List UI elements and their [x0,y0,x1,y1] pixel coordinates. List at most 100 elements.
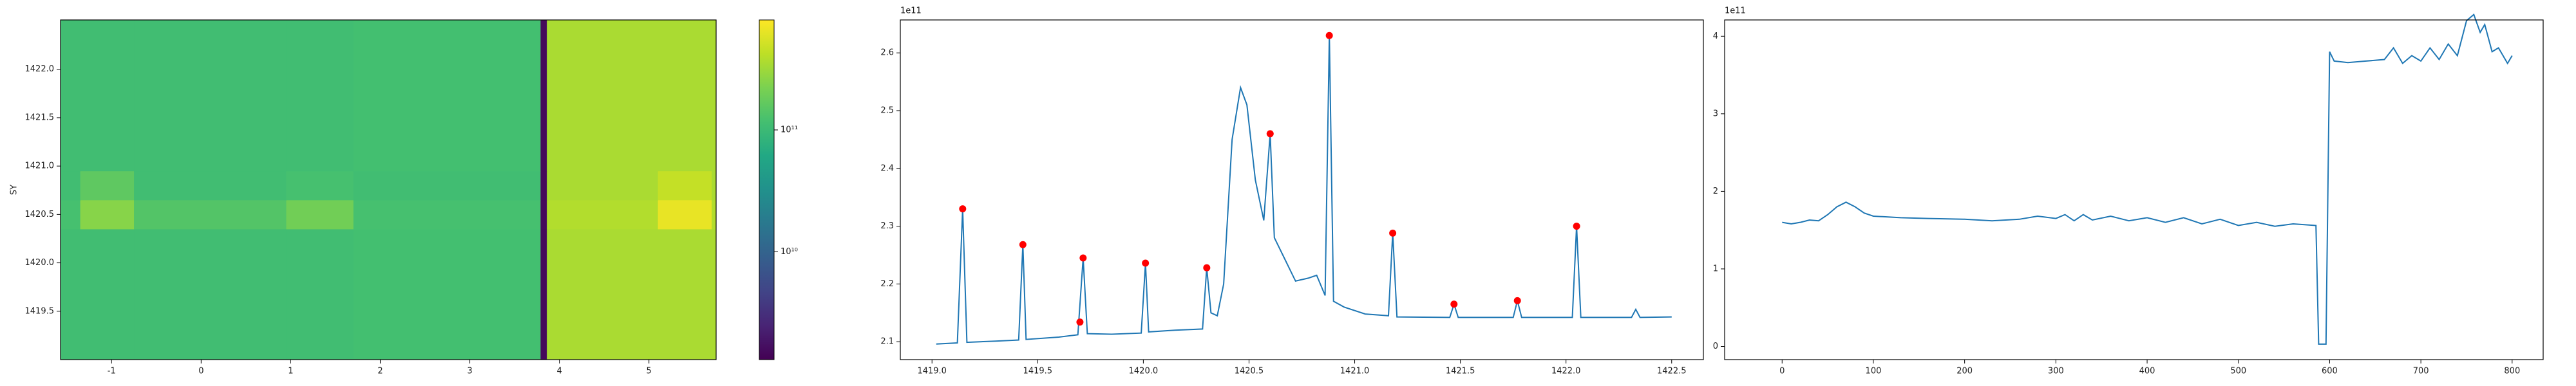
heatmap-cell [286,20,354,172]
peak-marker [959,205,967,213]
heatmap-cell [61,20,81,172]
y-tick-label: 1 [1713,264,1718,273]
heatmap-cell [286,170,354,201]
x-tick-label: 1419.5 [1023,367,1053,376]
offset-text: 1e11 [1725,6,1746,16]
heatmap-cell [134,20,287,172]
peak-marker [1142,259,1150,267]
line [1782,13,2513,345]
peak-marker [1450,300,1458,308]
heatmap-cell [540,199,547,230]
axes-frame [1724,19,2544,360]
x-tick-label: 1419.0 [917,367,947,376]
y-tick-label: 2.2 [880,279,894,289]
x-tick-label: 800 [2504,367,2520,376]
y-tick-label: 4 [1713,32,1718,41]
x-tick-label: 100 [1866,367,1882,376]
x-tick-label: 0 [198,367,204,376]
x-tick-label: 1421.0 [1340,367,1370,376]
heatmap-cell [286,228,354,360]
x-tick-label: 0 [1779,367,1785,376]
heatmap-cell [540,20,547,172]
axes-frame [900,19,1704,360]
x-tick-label: 3 [467,367,472,376]
x-tick-label: 200 [1956,367,1973,376]
heatmap-cell [353,170,541,201]
heatmap-cell [712,199,717,230]
heatmap-cell [658,228,712,360]
heatmap-cell [712,228,717,360]
y-tick-label: 2.6 [880,48,894,58]
peak-marker [1573,223,1580,230]
offset-text: 1e11 [900,6,922,16]
peak-marker [1325,32,1333,39]
x-tick-label: 700 [2413,367,2429,376]
x-tick-label: 400 [2139,367,2155,376]
peak-marker [1203,264,1211,271]
y-tick-label: 0 [1713,342,1718,351]
colorbar [759,19,775,360]
heatmap-cell [540,170,547,201]
y-tick-label: 1421.5 [25,113,55,122]
y-tick-label: 1420.5 [25,210,55,219]
x-tick-label: 600 [2322,367,2338,376]
y-tick-label: 1421.0 [25,161,55,171]
y-tick-label: 2 [1713,187,1718,196]
heatmap-cell [712,170,717,201]
heatmap-cell [80,228,135,360]
x-tick-label: -1 [108,367,116,376]
heatmap-cell [658,199,712,230]
y-tick-label: 3 [1713,109,1718,118]
y-tick-label: 1420.0 [25,258,55,268]
colorbar-tick-label: 10¹¹ [781,125,798,134]
heatmap-cell [658,170,712,201]
x-tick-label: 1420.5 [1235,367,1264,376]
x-tick-label: 300 [2048,367,2064,376]
heatmap-cell [134,228,287,360]
heatmap-cell [61,170,81,201]
axes-frame [60,19,717,360]
x-tick-label: 500 [2230,367,2246,376]
peak-marker [1266,130,1274,138]
x-tick-label: 1420.0 [1129,367,1159,376]
peak-marker [1076,318,1084,326]
peak-marker [1019,241,1027,248]
heatmap-cell [134,199,287,230]
x-tick-label: 1 [288,367,293,376]
line [936,35,1672,345]
heatmap-cell [547,170,659,201]
heatmap-cell [80,20,135,172]
heatmap-cell [712,20,717,172]
y-tick-label: 1422.0 [25,64,55,74]
y-tick-label: 2.4 [880,163,894,173]
x-tick-label: 5 [647,367,652,376]
y-tick-label: 2.3 [880,221,894,231]
heatmap-cell [547,199,659,230]
x-tick-label: 4 [556,367,562,376]
heatmap-cell [61,199,81,230]
y-tick-label: 2.5 [880,106,894,115]
heatmap-cell [353,20,541,172]
heatmap-cell [286,199,354,230]
heatmap-cell [547,228,659,360]
heatmap-cell [80,170,135,201]
heatmap-cell [134,170,287,201]
x-tick-label: 1422.5 [1657,367,1687,376]
heatmap-cell [61,228,81,360]
y-axis-label: SY [10,185,19,195]
colorbar-tick-label: 10¹⁰ [781,247,798,257]
x-tick-label: 1421.5 [1446,367,1475,376]
peak-marker [1079,254,1087,262]
peak-marker [1513,297,1521,304]
heatmap-cell [353,199,541,230]
heatmap-cell [658,20,712,172]
peak-marker [1389,229,1397,237]
heatmap-cell [353,228,541,360]
heatmap-cell [540,228,547,360]
x-tick-label: 2 [377,367,383,376]
x-tick-label: 1422.0 [1551,367,1581,376]
heatmap-cell [80,199,135,230]
heatmap-cell [547,20,659,172]
y-tick-label: 2.1 [880,337,894,347]
